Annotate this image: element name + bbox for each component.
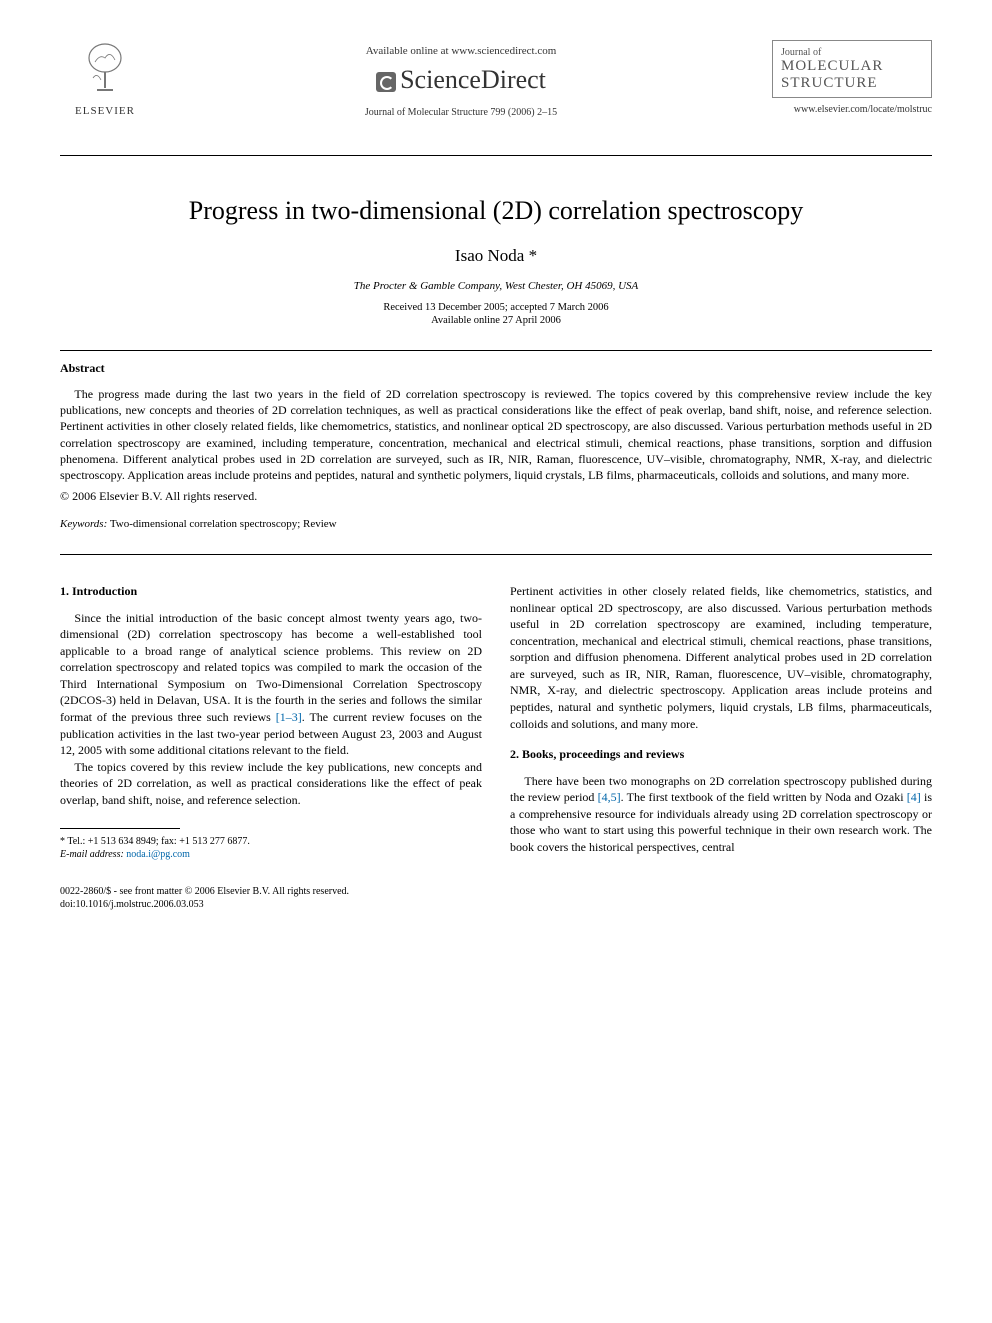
received-accepted-dates: Received 13 December 2005; accepted 7 Ma… bbox=[60, 302, 932, 313]
keywords-text: Two-dimensional correlation spectroscopy… bbox=[107, 518, 336, 530]
author-affiliation: The Procter & Gamble Company, West Chest… bbox=[60, 280, 932, 292]
email-link[interactable]: noda.i@pg.com bbox=[124, 849, 190, 860]
elsevier-text: ELSEVIER bbox=[60, 105, 150, 117]
corresponding-author-footnote: * Tel.: +1 513 634 8949; fax: +1 513 277… bbox=[60, 835, 482, 848]
email-footnote: E-mail address: noda.i@pg.com bbox=[60, 848, 482, 861]
abstract-bottom-rule bbox=[60, 554, 932, 555]
section-1-para-1: Since the initial introduction of the ba… bbox=[60, 610, 482, 759]
front-matter-line: 0022-2860/$ - see front matter © 2006 El… bbox=[60, 885, 482, 898]
email-label: E-mail address: bbox=[60, 849, 124, 860]
elsevier-logo: ELSEVIER bbox=[60, 40, 150, 117]
doi-line: doi:10.1016/j.molstruc.2006.03.053 bbox=[60, 898, 482, 911]
abstract-heading: Abstract bbox=[60, 361, 932, 376]
available-online-text: Available online at www.sciencedirect.co… bbox=[150, 45, 772, 57]
author-name: Isao Noda * bbox=[60, 246, 932, 266]
copyright-line: © 2006 Elsevier B.V. All rights reserved… bbox=[60, 489, 932, 504]
header-rule bbox=[60, 155, 932, 156]
keywords-label: Keywords: bbox=[60, 518, 107, 530]
sciencedirect-icon bbox=[376, 72, 396, 92]
keywords-line: Keywords: Two-dimensional correlation sp… bbox=[60, 518, 932, 530]
sciencedirect-text: ScienceDirect bbox=[400, 65, 546, 94]
journal-logo-small: Journal of bbox=[781, 47, 923, 58]
body-columns: 1. Introduction Since the initial introd… bbox=[60, 583, 932, 911]
abstract-top-rule bbox=[60, 350, 932, 351]
journal-reference: Journal of Molecular Structure 799 (2006… bbox=[150, 107, 772, 118]
journal-logo-line1: MOLECULAR bbox=[781, 58, 923, 75]
ref-link-4[interactable]: [4] bbox=[907, 790, 921, 804]
article-title: Progress in two-dimensional (2D) correla… bbox=[60, 196, 932, 226]
section-1-heading: 1. Introduction bbox=[60, 583, 482, 600]
section-1-para-2: The topics covered by this review includ… bbox=[60, 759, 482, 809]
ref-link-1-3[interactable]: [1–3] bbox=[276, 710, 302, 724]
left-column: 1. Introduction Since the initial introd… bbox=[60, 583, 482, 911]
ref-link-4-5[interactable]: [4,5] bbox=[598, 790, 621, 804]
section-2-heading: 2. Books, proceedings and reviews bbox=[510, 746, 932, 763]
journal-url: www.elsevier.com/locate/molstruc bbox=[772, 104, 932, 115]
abstract-text: The progress made during the last two ye… bbox=[60, 386, 932, 483]
right-column: Pertinent activities in other closely re… bbox=[510, 583, 932, 911]
elsevier-tree-icon bbox=[60, 40, 150, 101]
sciencedirect-logo: ScienceDirect bbox=[150, 65, 772, 95]
center-header: Available online at www.sciencedirect.co… bbox=[150, 40, 772, 118]
available-online-date: Available online 27 April 2006 bbox=[60, 315, 932, 326]
footnote-rule bbox=[60, 828, 180, 829]
col2-continuation-para: Pertinent activities in other closely re… bbox=[510, 583, 932, 732]
journal-logo-line2: STRUCTURE bbox=[781, 75, 923, 92]
section-2-para-1: There have been two monographs on 2D cor… bbox=[510, 773, 932, 856]
page-header: ELSEVIER Available online at www.science… bbox=[60, 40, 932, 145]
journal-logo-block: Journal of MOLECULAR STRUCTURE www.elsev… bbox=[772, 40, 932, 145]
